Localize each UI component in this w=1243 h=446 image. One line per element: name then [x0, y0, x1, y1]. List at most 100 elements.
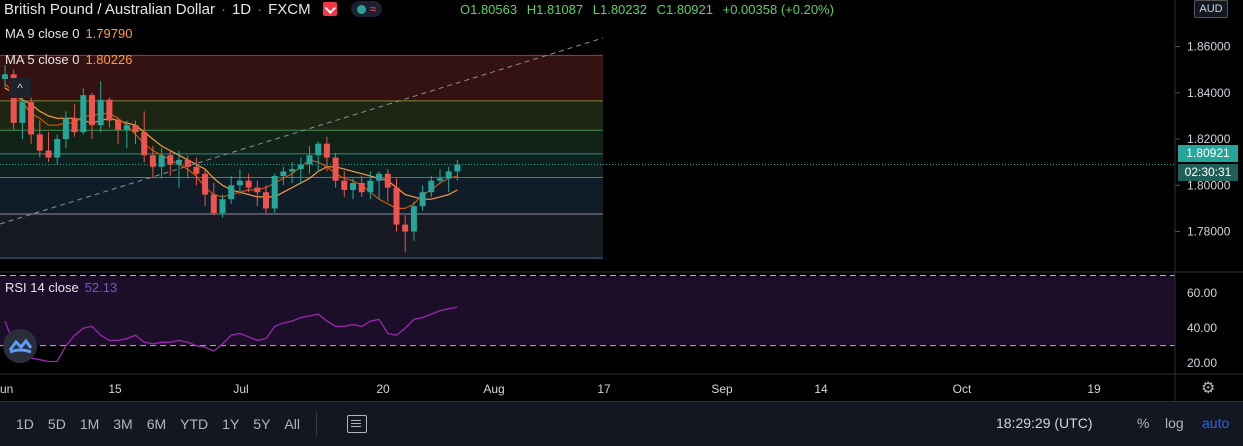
timeframe-1m[interactable]: 1M — [79, 416, 100, 432]
candle-body — [263, 192, 269, 209]
market-open-dot-icon — [356, 4, 366, 14]
candle — [176, 150, 182, 188]
candle-body — [89, 95, 95, 126]
candle-body — [437, 178, 443, 181]
calendar-icon[interactable] — [346, 415, 367, 433]
candle — [19, 92, 26, 140]
percent-scale-toggle[interactable]: % — [1137, 415, 1150, 431]
ma5-value: 1.80226 — [85, 52, 133, 67]
x-tick-label: 19 — [1087, 382, 1101, 396]
candle — [254, 180, 261, 207]
candle — [158, 148, 165, 179]
market-status-pill[interactable]: ≈ — [350, 1, 383, 17]
rsi-value: 52.13 — [84, 280, 118, 295]
timeframe-ytd[interactable]: YTD — [180, 416, 209, 432]
candle-body — [376, 173, 383, 181]
candle-body — [228, 185, 235, 200]
fib-zone — [0, 213, 603, 259]
x-tick-label: Sep — [711, 382, 733, 396]
candle-body — [271, 176, 278, 209]
utc-clock[interactable]: 18:29:29 (UTC) — [996, 415, 1093, 431]
timeframe-1y[interactable]: 1Y — [222, 416, 240, 432]
timeframe-3m[interactable]: 3M — [113, 416, 133, 432]
ma9-label: MA 9 close 0 — [5, 26, 80, 41]
exchange-label: FXCM — [268, 0, 311, 18]
x-tick-label: 15 — [108, 382, 122, 396]
ma9-value: 1.79790 — [85, 26, 133, 41]
chart-header: British Pound / Australian Dollar · 1D ·… — [0, 0, 383, 18]
candle-body — [45, 150, 52, 158]
candle — [376, 171, 383, 200]
y-tick-label: 1.78000 — [1187, 225, 1231, 239]
x-tick-label: Aug — [483, 382, 504, 396]
candle — [106, 97, 113, 128]
candle-body — [36, 134, 43, 151]
candle-body — [402, 224, 409, 232]
timeframe-all[interactable]: All — [284, 416, 300, 432]
rsi-tick-label: 40.00 — [1187, 321, 1217, 335]
candle-body — [245, 180, 252, 188]
candle-body — [306, 155, 313, 165]
candle — [315, 141, 322, 172]
x-tick-label: 20 — [376, 382, 390, 396]
candle-body — [106, 99, 113, 121]
timeframe-5d[interactable]: 5D — [47, 416, 66, 432]
candle — [80, 88, 87, 135]
ma5-legend[interactable]: MA 5 close 0 1.80226 — [5, 52, 132, 67]
open-value: O1.80563 — [460, 2, 518, 17]
rsi-legend[interactable]: RSI 14 close 52.13 — [5, 280, 117, 295]
last-price-tag: 1.80921 — [1178, 145, 1238, 162]
tradingview-logo-icon[interactable] — [3, 329, 37, 363]
candle — [89, 92, 95, 140]
candle — [236, 169, 243, 195]
y-tick-label: 1.82000 — [1187, 132, 1231, 146]
candle-body — [358, 182, 365, 193]
candle-body — [445, 171, 452, 179]
header-separator: · — [220, 0, 226, 18]
symbol-title[interactable]: British Pound / Australian Dollar — [4, 0, 215, 18]
candle-body — [419, 192, 426, 207]
candle-body — [158, 155, 165, 167]
candle-body — [167, 155, 174, 165]
candle — [62, 111, 69, 149]
candle-body — [254, 187, 261, 193]
high-value: H1.81087 — [526, 2, 584, 17]
close-value: C1.80921 — [656, 2, 713, 17]
collapse-legend-button[interactable]: ^ — [9, 78, 31, 98]
fib-zone — [0, 130, 603, 154]
candle — [184, 155, 191, 179]
candle-body — [2, 74, 8, 79]
candle — [193, 157, 200, 186]
candle — [419, 185, 426, 211]
flag-icon[interactable] — [322, 2, 337, 16]
candle — [149, 146, 156, 179]
candle — [115, 118, 122, 144]
candle — [384, 169, 391, 202]
currency-button[interactable]: AUD — [1194, 0, 1228, 18]
timeframe-6m[interactable]: 6M — [146, 416, 167, 432]
interval-label[interactable]: 1D — [231, 0, 252, 18]
gear-icon[interactable]: ⚙ — [1201, 380, 1216, 397]
candle-body — [341, 180, 348, 190]
candle-body — [149, 155, 156, 167]
candle — [297, 157, 304, 183]
countdown-tag: 02:30:31 — [1178, 164, 1238, 181]
candle-body — [132, 125, 139, 133]
ohlc-readout: O1.80563 H1.81087 L1.80232 C1.80921 +0.0… — [460, 2, 840, 17]
timeframe-5y[interactable]: 5Y — [253, 416, 271, 432]
y-tick-label: 1.80000 — [1187, 178, 1231, 192]
candle — [358, 176, 365, 197]
rsi-tick-label: 20.00 — [1187, 356, 1217, 370]
candle — [341, 171, 348, 197]
candle-body — [210, 194, 217, 214]
ma9-legend[interactable]: MA 9 close 0 1.79790 — [5, 26, 132, 41]
y-tick-label: 1.84000 — [1187, 86, 1231, 100]
candle — [280, 166, 287, 186]
candle-body — [193, 166, 200, 174]
candle — [410, 201, 417, 241]
auto-scale-toggle[interactable]: auto — [1202, 415, 1230, 431]
log-scale-toggle[interactable]: log — [1165, 415, 1184, 431]
toolbar-divider — [315, 413, 317, 435]
candle — [123, 120, 130, 149]
timeframe-1d[interactable]: 1D — [16, 416, 34, 432]
